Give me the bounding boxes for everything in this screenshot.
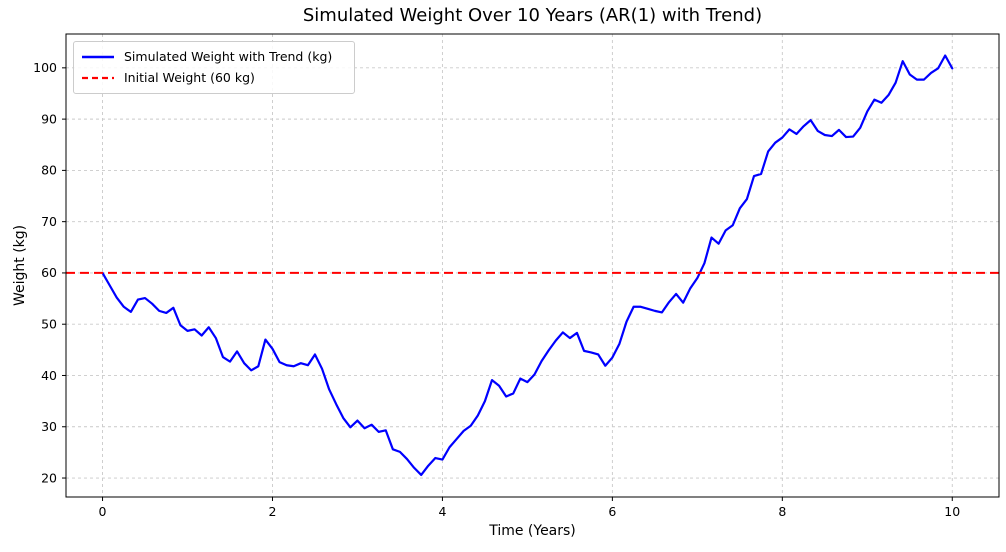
legend: Simulated Weight with Trend (kg) Initial… bbox=[73, 41, 355, 94]
simulated-weight-line bbox=[101, 54, 954, 477]
y-tick-label: 100 bbox=[33, 60, 57, 75]
legend-entry-simulated-weight: Simulated Weight with Trend (kg) bbox=[81, 46, 346, 67]
x-axis: 0 2 4 6 8 10 bbox=[99, 497, 960, 519]
y-axis-label: Weight (kg) bbox=[12, 224, 28, 307]
y-tick-label: 90 bbox=[41, 111, 57, 126]
legend-dashed-line-swatch bbox=[82, 76, 114, 79]
x-tick-label: 4 bbox=[438, 504, 446, 519]
legend-label-initial-weight: Initial Weight (60 kg) bbox=[124, 70, 255, 85]
y-tick-label: 50 bbox=[41, 317, 57, 332]
legend-entry-initial-weight: Initial Weight (60 kg) bbox=[81, 67, 346, 88]
legend-label-simulated-weight: Simulated Weight with Trend (kg) bbox=[124, 49, 333, 64]
x-tick-label: 10 bbox=[944, 504, 960, 519]
y-tick-label: 70 bbox=[41, 214, 57, 229]
x-tick-label: 8 bbox=[778, 504, 786, 519]
x-tick-label: 6 bbox=[608, 504, 616, 519]
y-axis: 20 30 40 50 60 70 80 90 100 bbox=[33, 60, 66, 485]
y-tick-label: 60 bbox=[41, 265, 57, 280]
y-tick-label: 20 bbox=[41, 470, 57, 485]
grid-lines bbox=[66, 34, 999, 497]
x-tick-label: 2 bbox=[269, 504, 277, 519]
y-tick-label: 40 bbox=[41, 368, 57, 383]
y-tick-label: 80 bbox=[41, 163, 57, 178]
x-tick-label: 0 bbox=[99, 504, 107, 519]
chart-title: Simulated Weight Over 10 Years (AR(1) wi… bbox=[302, 5, 763, 26]
plot-area-border bbox=[65, 33, 1000, 498]
x-axis-label: Time (Years) bbox=[489, 523, 576, 539]
y-tick-label: 30 bbox=[41, 419, 57, 434]
legend-solid-line-swatch bbox=[82, 55, 114, 58]
